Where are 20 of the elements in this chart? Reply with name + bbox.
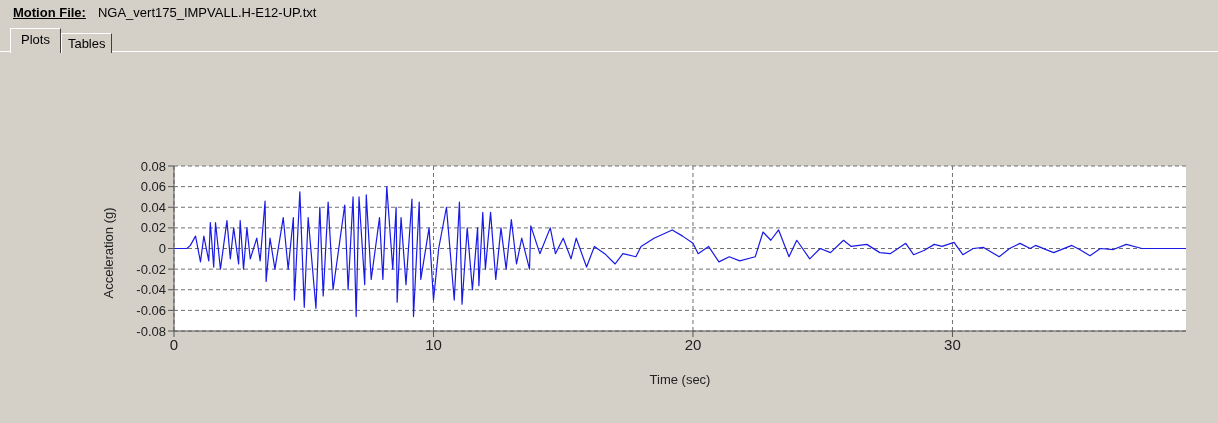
y-tick-label: 0 [158,241,166,257]
y-tick-label: -0.02 [136,261,166,277]
y-tick-label: 0.02 [140,220,166,236]
y-tick-label: -0.08 [136,323,166,339]
text: Tables [60,33,113,53]
y-tick-label: -0.04 [136,282,166,298]
chart-subtitle: NGA_vert175_IMPVALL.H-E12-UP.txt [97,5,317,20]
x-axis-title: Time (sec) [649,372,711,387]
x-tick-label: 30 [944,335,961,353]
x-tick-label: 20 [684,335,702,353]
y-tick-label: 0.06 [140,179,166,195]
text: Motion File: [13,5,86,20]
text: Plots [10,28,61,53]
y-tick-label: -0.06 [136,302,166,318]
line-series [174,186,1186,318]
y-tick-label: 0.08 [140,158,166,174]
y-tick-label: 0.04 [140,199,166,215]
x-tick-label: 10 [425,335,442,353]
y-axis-title: Acceleration (g) [100,207,116,299]
x-tick-label: 0 [169,335,179,353]
